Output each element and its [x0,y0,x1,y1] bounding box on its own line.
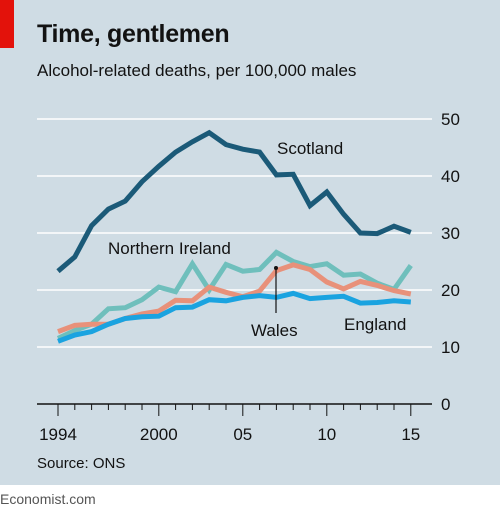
series-line-northern-ireland [56,249,413,341]
chart-title: Time, gentlemen [37,20,230,48]
x-tick-label: 10 [317,425,336,444]
x-tick-label: 05 [233,425,252,444]
series-label-england: England [344,315,406,334]
y-tick-label: 20 [441,281,460,300]
series-labels: Scotland Northern Ireland Wales England [108,139,406,340]
series-line-england [57,290,411,344]
x-tick-label: 2000 [140,425,178,444]
y-tick-label: 40 [441,167,460,186]
series-line-scotland [56,129,412,274]
y-tick-label: 10 [441,338,460,357]
series-label-scotland: Scotland [277,139,343,158]
series-lines [56,129,413,344]
brand-accent-tag [0,0,14,48]
line-chart: 0 10 20 30 40 50 1994 2000 05 10 15 Scotland Nort… [37,110,460,444]
series-label-wales: Wales [251,321,298,340]
y-tick-label: 0 [441,395,450,414]
chart-subtitle: Alcohol-related deaths, per 100,000 male… [37,61,357,80]
source-note: Source: ONS [37,455,126,472]
y-tick-label: 50 [441,110,460,129]
gridlines [37,118,432,405]
series-label-northern-ireland: Northern Ireland [108,239,231,258]
x-axis: 1994 2000 05 10 15 [39,404,420,444]
wales-label-leader-dot [274,266,278,270]
y-tick-label: 30 [441,224,460,243]
y-axis-tick-labels: 0 10 20 30 40 50 [441,110,460,414]
x-tick-label: 15 [401,425,420,444]
publisher-credit: Economist.com [0,491,96,507]
x-tick-label: 1994 [39,425,77,444]
